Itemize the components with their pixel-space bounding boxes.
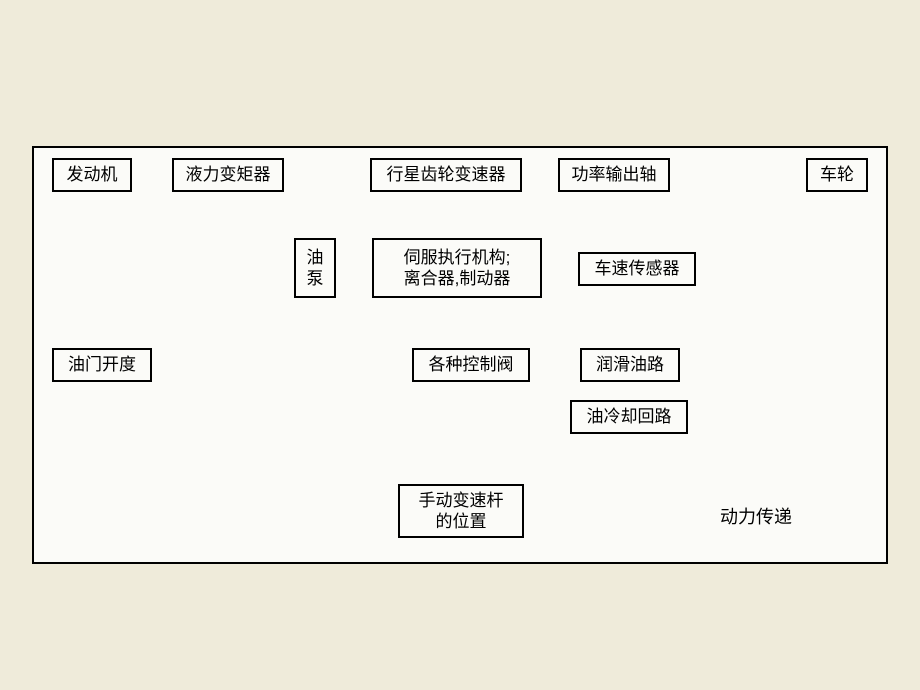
node-torque_conv: 液力变矩器 xyxy=(172,158,284,192)
legend-label: 动力传递 xyxy=(720,506,792,529)
node-servo: 伺服执行机构; 离合器,制动器 xyxy=(372,238,542,298)
node-shift_lever: 手动变速杆 的位置 xyxy=(398,484,524,538)
node-oil_pump: 油 泵 xyxy=(294,238,336,298)
node-planet_gear: 行星齿轮变速器 xyxy=(370,158,522,192)
node-lube: 润滑油路 xyxy=(580,348,680,382)
node-output_shaft: 功率输出轴 xyxy=(558,158,670,192)
node-speed_sensor: 车速传感器 xyxy=(578,252,696,286)
node-throttle: 油门开度 xyxy=(52,348,152,382)
node-engine: 发动机 xyxy=(52,158,132,192)
node-valves: 各种控制阀 xyxy=(412,348,530,382)
node-wheel: 车轮 xyxy=(806,158,868,192)
node-cooling: 油冷却回路 xyxy=(570,400,688,434)
